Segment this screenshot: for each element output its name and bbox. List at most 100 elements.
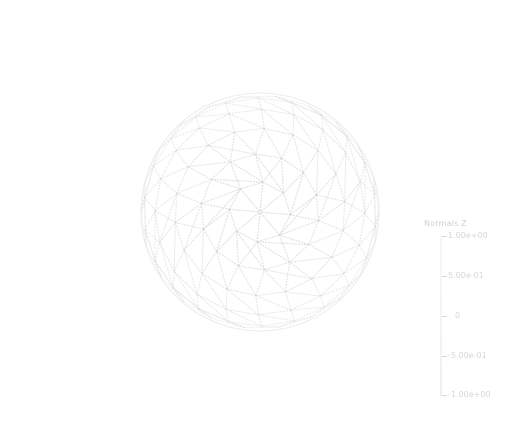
mesh-edge xyxy=(174,250,184,271)
mesh-edge xyxy=(155,242,160,260)
mesh-edge xyxy=(360,182,365,214)
mesh-edge xyxy=(256,270,265,296)
mesh-edge xyxy=(280,221,319,235)
mesh-edge xyxy=(226,289,227,309)
mesh-edge xyxy=(229,114,235,132)
mesh-edge xyxy=(236,212,260,231)
mesh-edge xyxy=(336,174,345,202)
mesh-edge xyxy=(260,182,263,212)
mesh-edge xyxy=(264,270,311,279)
mesh-edge xyxy=(230,209,237,231)
mesh-edge xyxy=(208,145,255,154)
mesh-edge xyxy=(208,145,230,161)
mesh-edge xyxy=(159,125,181,150)
mesh-edge xyxy=(316,195,318,221)
mesh-edge xyxy=(294,115,318,151)
mesh-edge xyxy=(320,296,324,307)
mesh-edge xyxy=(256,128,265,154)
mesh-edge xyxy=(282,158,304,173)
mesh-edge xyxy=(291,102,323,130)
mesh-edge xyxy=(145,211,155,230)
mesh-edge xyxy=(344,274,349,286)
mesh-edge xyxy=(260,193,284,212)
mesh-edge xyxy=(346,136,347,153)
mesh-edge xyxy=(188,167,211,180)
mesh-edge xyxy=(256,296,259,315)
mesh-edge xyxy=(175,222,184,250)
mesh-edge xyxy=(240,182,262,189)
mesh-edge xyxy=(285,292,291,310)
mesh-edge xyxy=(316,195,344,202)
mesh-edge xyxy=(290,215,318,221)
mesh-edge xyxy=(359,245,366,258)
mesh-edge xyxy=(263,158,282,182)
mesh-edge xyxy=(197,273,202,294)
mesh-edge xyxy=(343,231,359,246)
mesh-edge xyxy=(263,182,284,193)
mesh-edge xyxy=(227,266,239,289)
mesh-edge xyxy=(176,150,188,166)
mesh-edge xyxy=(200,114,229,128)
mesh-edge xyxy=(256,154,282,158)
mesh-edge xyxy=(238,242,257,266)
mesh-edge xyxy=(318,151,336,174)
mesh-edge xyxy=(293,115,294,135)
mesh-edge xyxy=(153,139,171,167)
mesh-edge xyxy=(177,193,202,203)
mesh-edge xyxy=(345,202,365,214)
mesh-edge xyxy=(238,266,264,270)
mesh-edge xyxy=(238,266,255,296)
mesh-edge xyxy=(285,292,320,296)
mesh-edge xyxy=(256,296,291,311)
mesh-edge xyxy=(171,139,176,151)
mesh-edge xyxy=(259,315,295,321)
mesh-edge xyxy=(202,229,204,273)
mesh-edge xyxy=(204,189,241,229)
mesh-edge xyxy=(264,128,293,134)
mesh-edge xyxy=(257,235,279,242)
mesh-edge xyxy=(184,250,202,273)
mesh-edge xyxy=(236,231,238,266)
mesh-edge xyxy=(155,211,160,243)
mesh-edge xyxy=(204,229,217,251)
mesh-edge xyxy=(318,221,343,231)
mesh-edge xyxy=(229,322,262,326)
mesh-edge xyxy=(155,179,161,211)
mesh-edge xyxy=(174,222,175,271)
mesh-edge xyxy=(259,310,292,315)
mesh-edge xyxy=(196,117,200,128)
mesh-edge xyxy=(291,296,320,310)
mesh-edge xyxy=(303,173,316,195)
mesh-edge xyxy=(365,194,375,213)
mesh-edge xyxy=(260,212,280,235)
mesh-edge xyxy=(345,153,346,202)
mesh-edge xyxy=(360,163,365,181)
mesh-edge xyxy=(160,222,176,242)
mesh-edge xyxy=(236,231,257,242)
mesh-edge xyxy=(339,274,361,299)
mesh-edge xyxy=(175,193,176,222)
mesh-edge xyxy=(258,98,291,102)
mesh-edge xyxy=(344,245,359,273)
mesh-edge xyxy=(291,310,294,321)
mesh-edge xyxy=(229,114,264,129)
mesh-edge xyxy=(200,128,235,132)
mesh-edge xyxy=(202,251,217,273)
mesh-edge xyxy=(229,109,262,114)
mesh-edge xyxy=(280,235,290,262)
mesh-edge xyxy=(176,128,200,150)
mesh-edge xyxy=(226,103,262,109)
mesh-edge xyxy=(264,262,289,270)
mesh-edge xyxy=(312,279,321,296)
mesh-edge xyxy=(230,209,260,212)
mesh-edge xyxy=(202,203,204,229)
mesh-edge xyxy=(230,154,255,162)
mesh-edge xyxy=(188,162,230,167)
mesh-edge xyxy=(161,150,176,178)
mesh-edge xyxy=(290,262,312,278)
mesh-edge xyxy=(217,251,239,266)
mesh-edge xyxy=(260,212,290,215)
mesh-edge xyxy=(349,258,367,286)
mesh-edge xyxy=(282,158,284,193)
